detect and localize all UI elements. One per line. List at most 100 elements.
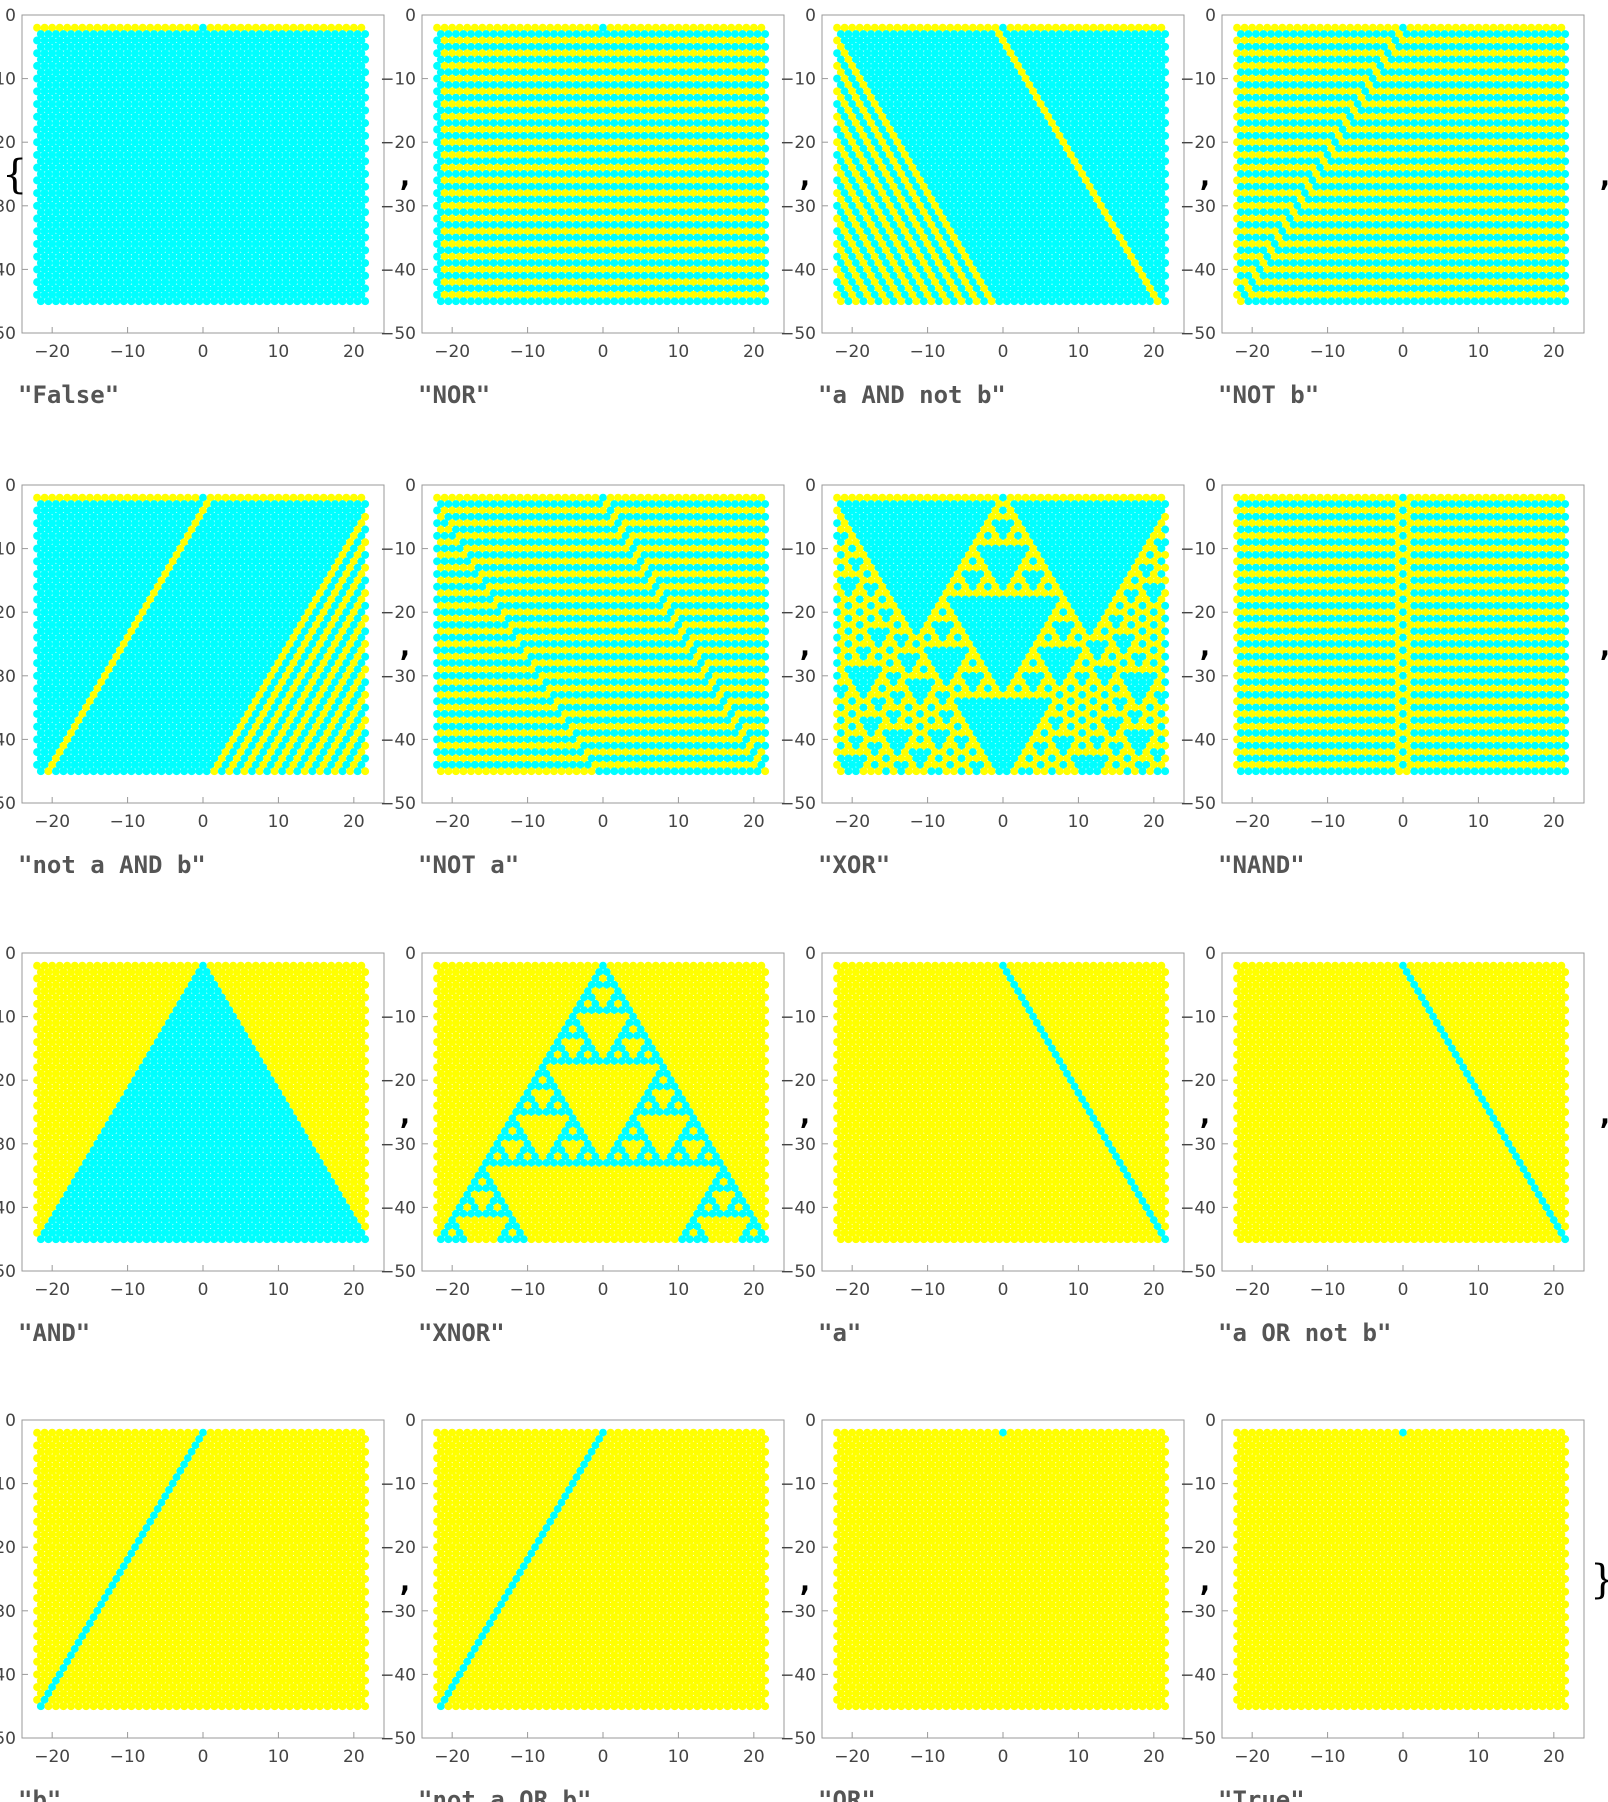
- cell-point: [610, 297, 619, 306]
- cell-point: [210, 297, 219, 306]
- cell-point: [297, 49, 306, 58]
- cell-point: [315, 297, 324, 306]
- cell-point: [55, 36, 64, 45]
- cell-point: [210, 42, 219, 51]
- cell-point: [112, 55, 121, 64]
- cell-point: [451, 297, 460, 306]
- cell-point: [146, 36, 155, 45]
- cell-point: [602, 297, 611, 306]
- x-tick-label: −10: [110, 342, 146, 362]
- cell-point: [255, 42, 264, 51]
- y-tick-label: −10: [380, 70, 416, 90]
- list-separator: ,: [796, 159, 814, 194]
- y-tick-label: −10: [0, 70, 16, 90]
- cell-point: [161, 23, 170, 32]
- cell-point: [357, 23, 366, 32]
- cell-point: [270, 42, 279, 51]
- cell-point: [67, 68, 75, 77]
- cell-point: [319, 36, 328, 45]
- cell-point: [59, 42, 68, 51]
- cell-point: [108, 61, 117, 70]
- cell-point: [214, 61, 223, 70]
- cell-point: [199, 36, 207, 45]
- cell-point: [274, 49, 283, 58]
- cell-point: [93, 61, 102, 70]
- cell-point: [104, 55, 113, 64]
- cell-point: [308, 42, 317, 51]
- cell-point: [334, 61, 343, 70]
- cell-point: [300, 297, 309, 306]
- cell-point: [168, 49, 177, 58]
- cell-point: [150, 55, 158, 64]
- cell-point: [131, 49, 140, 58]
- cell-point: [85, 61, 94, 70]
- cell-point: [270, 30, 279, 39]
- cell-point: [289, 36, 298, 45]
- cell-point: [146, 61, 155, 70]
- cell-point: [36, 55, 45, 64]
- cell-point: [346, 42, 355, 51]
- cell-point: [74, 68, 83, 77]
- cell-point: [632, 297, 641, 306]
- cell-point: [97, 297, 106, 306]
- cell-point: [349, 36, 358, 45]
- x-tick-label: 0: [198, 342, 209, 362]
- cell-point: [221, 49, 230, 58]
- cell-point: [319, 49, 328, 58]
- cell-point: [285, 30, 294, 39]
- cell-point: [315, 55, 324, 64]
- cell-point: [240, 30, 249, 39]
- cell-point: [274, 36, 283, 45]
- cell-point: [183, 61, 192, 70]
- cell-point: [206, 49, 215, 58]
- cell-point: [282, 23, 290, 32]
- cell-point: [70, 23, 79, 32]
- cell-point: [150, 297, 158, 306]
- cell-point: [678, 297, 687, 306]
- cell-point: [353, 55, 362, 64]
- cell-point: [202, 30, 211, 39]
- cell-point: [214, 49, 223, 58]
- cell-point: [304, 49, 313, 58]
- cell-point: [59, 55, 68, 64]
- rule-label: "NOR": [418, 381, 490, 409]
- cell-point: [331, 55, 339, 64]
- cell-point: [33, 61, 42, 70]
- cell-point: [36, 68, 45, 77]
- cell-point: [217, 30, 226, 39]
- cell-point: [263, 30, 272, 39]
- cell-point: [191, 23, 200, 32]
- cell-point: [244, 61, 253, 70]
- cell-point: [206, 61, 215, 70]
- cell-point: [119, 55, 128, 64]
- cell-point: [119, 68, 128, 77]
- cell-point: [165, 55, 174, 64]
- cell-point: [263, 42, 272, 51]
- cell-point: [542, 297, 551, 306]
- cell-point: [183, 23, 192, 32]
- cell-point: [342, 49, 351, 58]
- cell-point: [244, 36, 253, 45]
- cell-point: [157, 68, 166, 77]
- cell-point: [116, 49, 124, 58]
- y-tick-label: −30: [380, 197, 416, 217]
- cell-point: [304, 36, 313, 45]
- cell-point: [357, 36, 366, 45]
- cell-point: [557, 297, 566, 306]
- cell-point: [251, 49, 260, 58]
- cell-point: [82, 30, 91, 39]
- cell-point: [134, 55, 143, 64]
- cell-point: [708, 297, 717, 306]
- cell-point: [519, 297, 528, 306]
- cell-point: [323, 55, 332, 64]
- cell-point: [289, 23, 298, 32]
- y-tick-label: −50: [0, 324, 16, 344]
- cell-point: [70, 36, 79, 45]
- cell-point: [85, 36, 94, 45]
- cell-point: [349, 23, 358, 32]
- cell-point: [436, 297, 445, 306]
- cell-point: [346, 297, 355, 306]
- cell-point: [180, 297, 189, 306]
- cell-point: [127, 68, 136, 77]
